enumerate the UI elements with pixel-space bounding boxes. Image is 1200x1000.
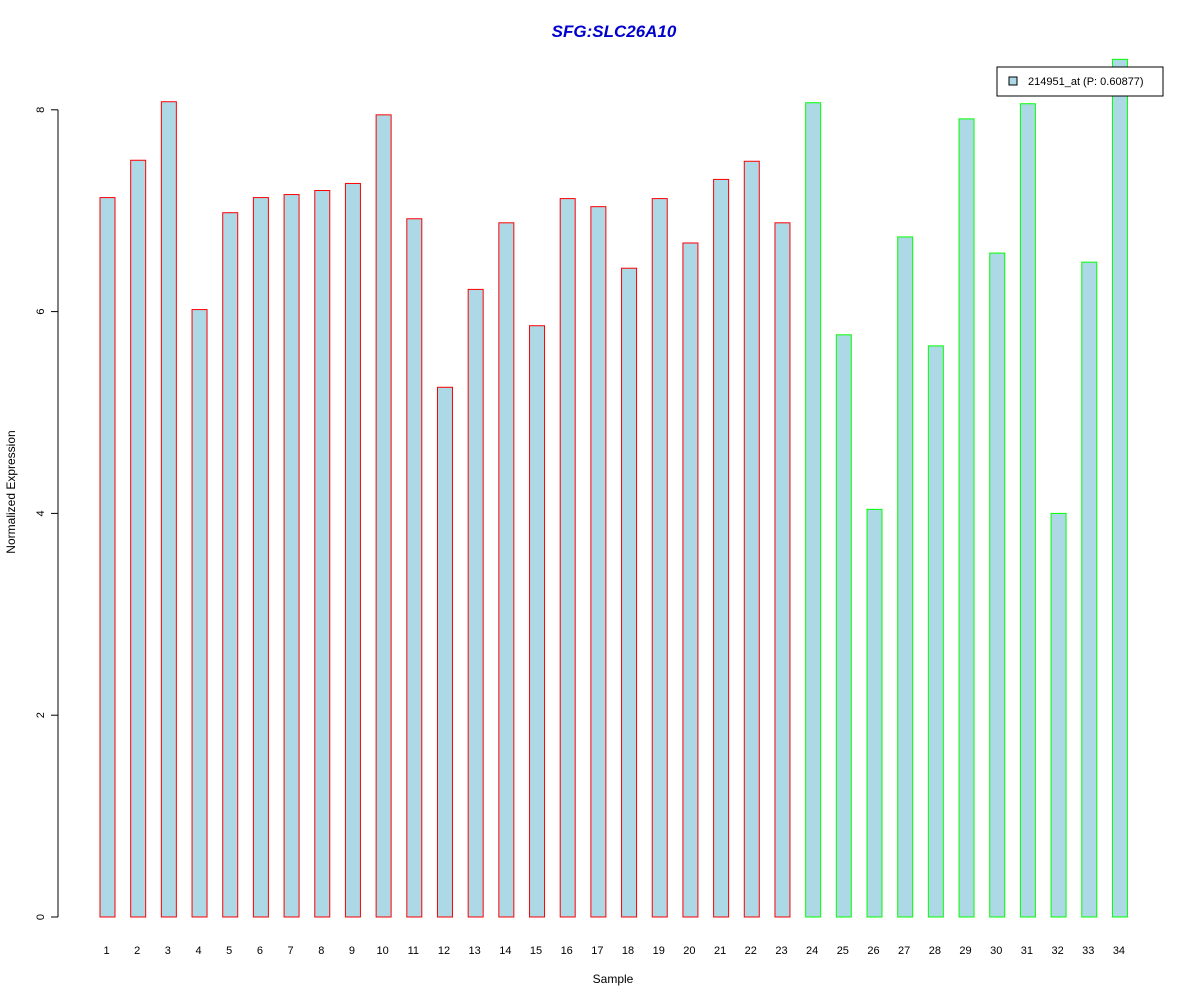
bar-sample-20 — [682, 242, 699, 918]
x-tick-label: 21 — [714, 945, 726, 957]
bar-sample-9 — [344, 182, 361, 918]
x-tick-label: 1 — [103, 945, 109, 957]
bar-sample-4 — [191, 309, 208, 918]
bar-sample-30 — [989, 252, 1006, 918]
legend-box — [996, 66, 1164, 97]
legend: 214951_at (P: 0.60877) — [996, 66, 1164, 97]
bar-sample-10 — [375, 114, 392, 918]
x-tick-label: 3 — [165, 945, 171, 957]
bar-sample-28 — [927, 345, 944, 918]
bar-sample-6 — [252, 197, 269, 918]
bar-sample-7 — [283, 194, 300, 918]
y-tick-label: 8 — [35, 107, 47, 113]
bar-sample-12 — [436, 386, 453, 918]
bar-sample-27 — [897, 236, 914, 918]
bar-sample-5 — [222, 212, 239, 918]
bar-sample-31 — [1019, 103, 1036, 918]
bar-sample-16 — [559, 198, 576, 918]
legend-swatch — [1008, 76, 1018, 86]
x-tick-label: 11 — [408, 945, 419, 957]
bar-sample-11 — [406, 218, 423, 918]
x-tick-label: 30 — [990, 945, 1002, 957]
y-tick-label: 2 — [35, 712, 47, 718]
bar-sample-25 — [835, 334, 852, 918]
bar-sample-13 — [467, 288, 484, 918]
x-tick-label: 13 — [469, 945, 481, 957]
bar-sample-32 — [1050, 512, 1067, 918]
bars-group — [99, 58, 1128, 918]
x-tick-label: 4 — [195, 945, 201, 957]
bar-sample-3 — [160, 101, 177, 918]
x-tick-label: 17 — [591, 945, 603, 957]
bar-sample-24 — [805, 102, 822, 918]
y-tick-label: 6 — [35, 309, 47, 315]
x-tick-label: 31 — [1021, 945, 1033, 957]
bar-sample-19 — [651, 198, 668, 918]
x-axis-label: Sample — [593, 972, 634, 986]
x-tick-label: 12 — [438, 945, 450, 957]
x-tick-label: 29 — [959, 945, 971, 957]
x-tick-label: 25 — [837, 945, 849, 957]
x-tick-label: 16 — [561, 945, 573, 957]
x-tick-label: 2 — [134, 945, 140, 957]
x-tick-label: 15 — [530, 945, 542, 957]
x-tick-label: 5 — [226, 945, 232, 957]
x-tick-label: 24 — [806, 945, 818, 957]
x-tick-label: 9 — [349, 945, 355, 957]
x-tick-label: 22 — [745, 945, 757, 957]
x-tick-label: 27 — [898, 945, 910, 957]
y-axis-label: Normalized Expression — [4, 430, 18, 553]
x-tick-label: 6 — [257, 945, 263, 957]
x-tick-labels: 1 2 3 4 5 6 7 8 9 10 11 12 13 14 15 16 17 18 19 20 21 22 23 24 2… — [103, 945, 1125, 957]
x-tick-label: 34 — [1113, 945, 1125, 957]
x-tick-label: 23 — [775, 945, 787, 957]
y-axis: 0 2 4 6 8 — [35, 107, 59, 920]
bar-sample-15 — [529, 325, 546, 918]
x-tick-label: 32 — [1051, 945, 1063, 957]
bar-sample-1 — [99, 197, 116, 918]
bar-sample-14 — [498, 222, 515, 918]
x-tick-label: 28 — [929, 945, 941, 957]
bar-sample-22 — [743, 160, 760, 918]
bar-sample-26 — [866, 508, 883, 918]
x-tick-label: 26 — [867, 945, 879, 957]
x-tick-label: 18 — [622, 945, 634, 957]
bar-sample-18 — [621, 267, 638, 918]
x-tick-label: 10 — [376, 945, 388, 957]
x-tick-label: 20 — [683, 945, 695, 957]
x-tick-label: 14 — [499, 945, 511, 957]
bar-sample-23 — [774, 222, 791, 918]
x-tick-label: 8 — [318, 945, 324, 957]
bar-sample-17 — [590, 206, 607, 918]
chart-title: SFG:SLC26A10 — [552, 22, 677, 41]
y-tick-label: 4 — [35, 510, 47, 516]
bar-sample-8 — [314, 190, 331, 918]
bar-sample-21 — [713, 178, 730, 918]
x-tick-label: 19 — [653, 945, 665, 957]
bar-sample-2 — [130, 159, 147, 918]
x-tick-label: 7 — [288, 945, 294, 957]
legend-label: 214951_at (P: 0.60877) — [1028, 76, 1144, 88]
bar-sample-33 — [1081, 261, 1098, 918]
bar-sample-34 — [1111, 58, 1128, 918]
bar-sample-29 — [958, 118, 975, 918]
x-tick-label: 33 — [1082, 945, 1094, 957]
y-tick-label: 0 — [35, 914, 47, 920]
